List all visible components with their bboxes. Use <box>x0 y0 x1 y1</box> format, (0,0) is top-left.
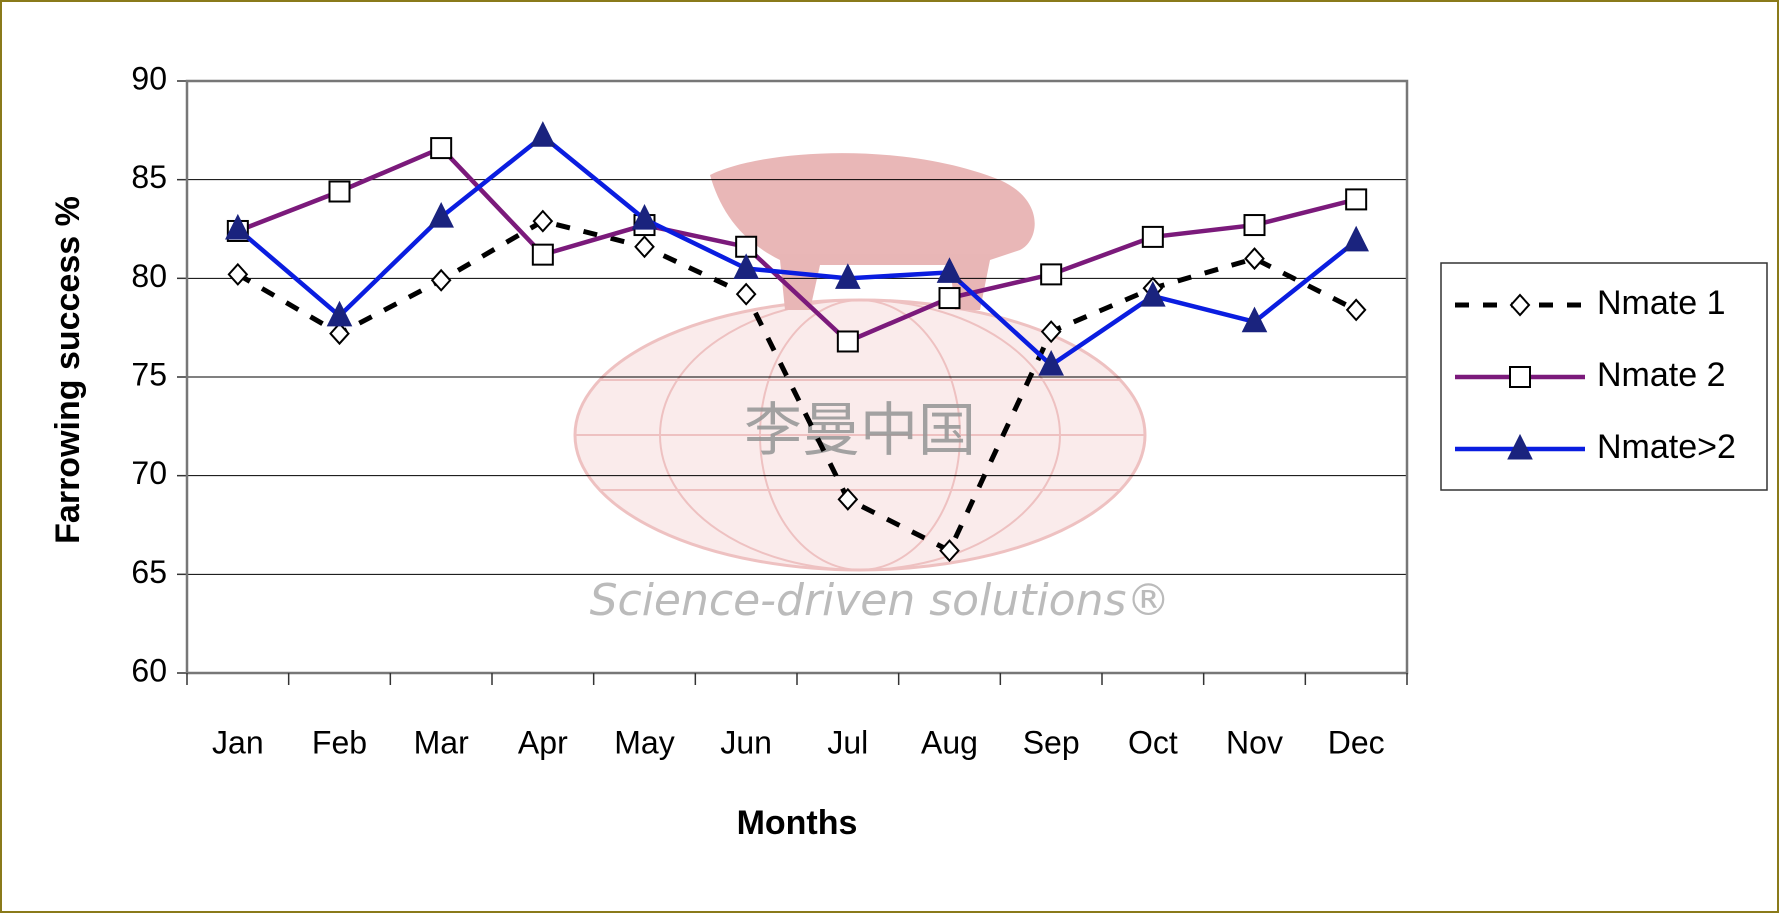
marker <box>1243 214 1266 237</box>
marker <box>532 209 554 233</box>
marker <box>1038 350 1064 376</box>
y-tick-label: 70 <box>131 455 167 491</box>
watermark-logo <box>573 153 1147 572</box>
y-tick-label: 65 <box>131 554 167 590</box>
marker <box>835 263 861 289</box>
marker <box>430 137 453 160</box>
marker <box>1509 366 1531 388</box>
marker <box>735 282 757 306</box>
watermark-logo-text: 李曼中国 <box>744 396 976 464</box>
y-tick-label: 60 <box>131 652 167 688</box>
series-line <box>237 145 1357 345</box>
marker <box>1343 225 1369 252</box>
x-tick-label: Dec <box>1328 724 1385 760</box>
y-tick-label: 85 <box>131 159 167 195</box>
x-tick-label: Jul <box>827 724 868 760</box>
marker <box>1040 263 1063 286</box>
marker <box>837 487 859 511</box>
marker <box>1140 280 1166 307</box>
marker <box>1244 247 1265 271</box>
x-tick-label: Apr <box>518 724 568 760</box>
marker <box>328 180 351 203</box>
x-tick-label: May <box>614 724 674 760</box>
marker <box>939 539 960 563</box>
marker <box>326 300 353 327</box>
marker <box>1345 188 1368 211</box>
watermark-slogan: Science-driven solutions® <box>590 575 1171 626</box>
x-tick-label: Sep <box>1023 724 1080 760</box>
marker <box>733 253 759 279</box>
legend-label: Nmate>2 <box>1597 428 1736 466</box>
marker <box>227 262 249 286</box>
legend-label: Nmate 1 <box>1597 284 1726 322</box>
marker <box>430 268 452 292</box>
y-axis-title: Farrowing success % <box>49 196 87 544</box>
x-tick-label: Jan <box>212 724 264 760</box>
x-tick-label: Nov <box>1226 724 1283 760</box>
marker <box>428 202 454 228</box>
x-axis-title: Months <box>737 804 858 842</box>
y-tick-label: 90 <box>131 60 167 96</box>
marker <box>836 330 859 353</box>
marker <box>1345 298 1367 322</box>
marker <box>634 235 655 259</box>
series-line <box>236 218 1358 555</box>
marker <box>329 322 350 346</box>
marker <box>531 243 554 266</box>
marker <box>1141 225 1164 248</box>
marker <box>1040 320 1062 344</box>
marker <box>530 121 556 147</box>
y-tick-label: 80 <box>131 258 167 294</box>
y-tick-label: 75 <box>131 356 167 392</box>
marker <box>1509 293 1531 317</box>
x-tick-label: Aug <box>921 724 978 760</box>
marker <box>936 257 963 283</box>
x-tick-label: Jun <box>720 724 772 760</box>
marker <box>938 287 961 310</box>
series-line <box>236 133 1358 369</box>
marker <box>1507 433 1533 460</box>
x-tick-label: Mar <box>414 724 469 760</box>
x-tick-label: Feb <box>312 724 367 760</box>
legend-label: Nmate 2 <box>1597 356 1726 394</box>
marker <box>225 213 251 240</box>
marker <box>1241 306 1268 333</box>
marker <box>631 204 658 230</box>
x-tick-label: Oct <box>1128 724 1178 760</box>
